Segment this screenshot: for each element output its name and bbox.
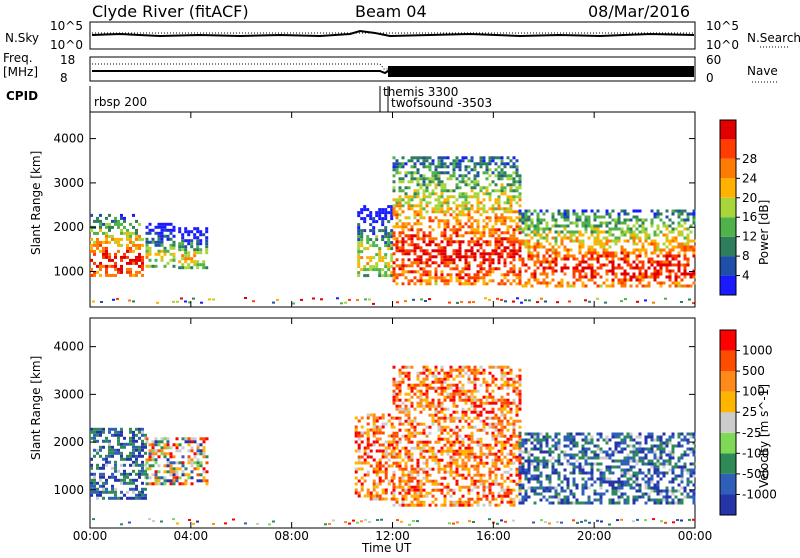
y-tick-label: 1000 — [53, 265, 84, 279]
y-tick-label: 4000 — [53, 340, 84, 354]
y-tick-label: 4000 — [53, 132, 84, 146]
nsky-label: N.Sky — [5, 31, 39, 45]
x-tick-label: 16:00 — [476, 529, 511, 543]
colorbar-swatch — [720, 256, 736, 275]
data-region — [357, 205, 393, 277]
colorbar-tick-label: 500 — [742, 364, 765, 378]
data-region — [146, 437, 209, 485]
power-data — [90, 156, 696, 305]
beam-title: Beam 04 — [355, 2, 427, 21]
x-axis-label: Time UT — [361, 541, 412, 554]
colorbar-swatch — [720, 178, 736, 197]
counts-panel: N.Sky N.Search 10^5 10^0 10^5 10^0 — [5, 19, 800, 52]
data-region — [355, 414, 394, 501]
data-region — [146, 223, 176, 268]
y-tick-label: 3000 — [53, 387, 84, 401]
nave-tick-bottom: 0 — [706, 71, 714, 85]
power-colorbar: Power [dB] 4 8 12 16 20 24 28 — [720, 120, 771, 295]
ground-scatter-speckle — [92, 518, 695, 526]
colorbar-tick-label: 1000 — [742, 344, 773, 358]
colorbar-swatch — [720, 159, 736, 178]
data-region — [393, 156, 522, 285]
nsearch-label: N.Search — [747, 31, 800, 45]
counts-right-tick-top: 10^5 — [706, 19, 739, 33]
y-tick-label: 3000 — [53, 176, 84, 190]
x-tick-label: 00:00 — [678, 529, 713, 543]
velocity-data — [90, 366, 696, 526]
colorbar-swatch — [720, 371, 736, 392]
colorbar-swatch — [720, 198, 736, 217]
freq-panel: Freq. [MHz] Nave 18 8 60 0 — [3, 51, 778, 85]
x-tick-label: 20:00 — [577, 529, 612, 543]
counts-left-tick-bottom: 10^0 — [50, 38, 83, 52]
x-tick-label: 04:00 — [174, 529, 209, 543]
cpid-entry-twofsound: twofsound -3503 — [391, 96, 492, 110]
counts-left-tick-top: 10^5 — [50, 19, 83, 33]
cpid-panel: CPID rbsp 200 themis 3300 twofsound -350… — [6, 85, 492, 112]
colorbar-swatch — [720, 237, 736, 256]
colorbar-swatch — [720, 330, 736, 351]
colorbar-tick-label: 12 — [742, 230, 757, 244]
x-tick-label: 08:00 — [274, 529, 309, 543]
colorbar-swatch — [720, 433, 736, 454]
colorbar-tick-label: 25 — [742, 405, 757, 419]
colorbar-tick-label: 4 — [742, 269, 750, 283]
data-region — [519, 210, 696, 288]
power-ylabel: Slant Range [km] — [29, 151, 43, 255]
colorbar-swatch — [720, 351, 736, 372]
data-region — [519, 433, 696, 505]
freq-tick-top: 18 — [60, 53, 75, 67]
y-tick-label: 2000 — [53, 220, 84, 234]
colorbar-tick-label: 100 — [742, 385, 765, 399]
colorbar-swatch — [720, 120, 736, 139]
nave-tick-top: 60 — [706, 53, 721, 67]
power-colorbar-label: Power [dB] — [757, 200, 771, 265]
nave-label: Nave — [747, 64, 778, 78]
data-region — [90, 428, 147, 500]
colorbar-swatch — [720, 276, 736, 295]
colorbar-tick-label: 20 — [742, 191, 757, 205]
data-region — [393, 366, 522, 507]
colorbar-swatch — [720, 392, 736, 413]
colorbar-tick-label: 28 — [742, 152, 757, 166]
colorbar-tick-label: -1000 — [742, 487, 777, 501]
ground-scatter-speckle — [92, 297, 695, 305]
y-tick-label: 1000 — [53, 483, 84, 497]
freq-tick-bottom: 8 — [60, 71, 68, 85]
colorbar-tick-label: 24 — [742, 171, 757, 185]
data-region — [178, 227, 208, 269]
colorbar-tick-label: -500 — [742, 467, 769, 481]
colorbar-tick-label: -100 — [742, 446, 769, 460]
colorbar-swatch — [720, 217, 736, 236]
velocity-colorbar: Velocity [m s^-1] 100050010025-25-100-50… — [720, 330, 777, 515]
y-tick-label: 2000 — [53, 435, 84, 449]
velocity-panel: Slant Range [km] 1000 2000 3000 4000 — [29, 318, 696, 528]
colorbar-swatch — [720, 412, 736, 433]
station-title: Clyde River (fitACF) — [92, 2, 249, 21]
colorbar-swatch — [720, 494, 736, 515]
colorbar-tick-label: 8 — [742, 249, 750, 263]
date-title: 08/Mar/2016 — [588, 2, 690, 21]
colorbar-swatch — [720, 474, 736, 495]
cpid-label: CPID — [6, 89, 38, 103]
freq-unit-label: [MHz] — [3, 65, 38, 79]
power-panel: Slant Range [km] 1000 2000 3000 4000 — [29, 112, 696, 307]
freq-label: Freq. — [3, 51, 33, 65]
colorbar-tick-label: -25 — [742, 426, 762, 440]
colorbar-swatch — [720, 453, 736, 474]
data-region — [90, 214, 144, 277]
velocity-ylabel: Slant Range [km] — [29, 356, 43, 460]
x-tick-label: 00:00 — [73, 529, 108, 543]
colorbar-tick-label: 16 — [742, 210, 757, 224]
cpid-entry-rbsp: rbsp 200 — [94, 95, 147, 109]
colorbar-swatch — [720, 139, 736, 158]
counts-right-tick-bottom: 10^0 — [706, 38, 739, 52]
